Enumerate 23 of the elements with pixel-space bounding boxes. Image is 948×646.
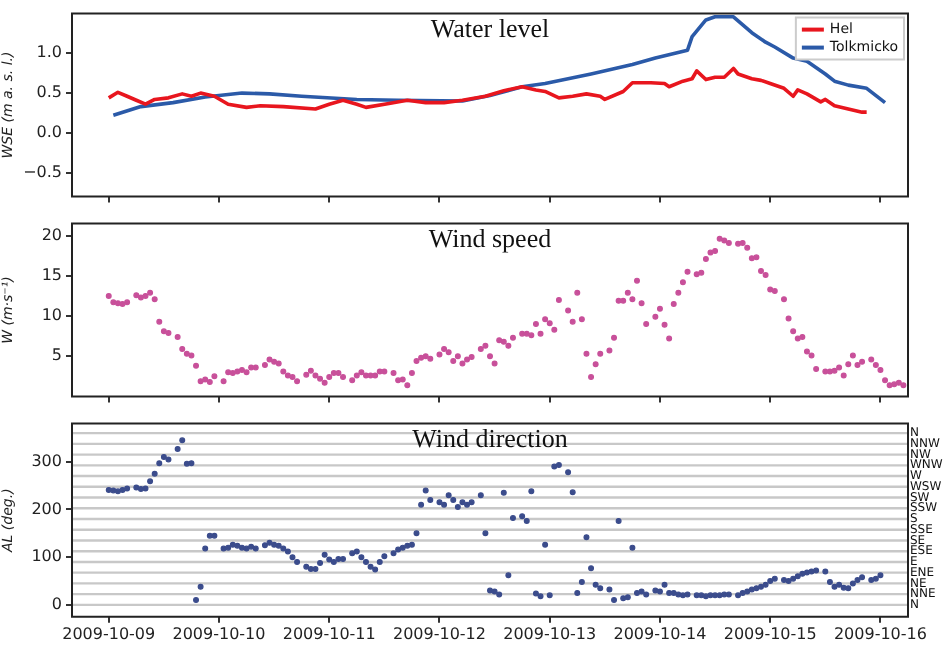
x-tick-label: 2009-10-13 — [503, 624, 597, 643]
y-tick-label: 0.0 — [36, 122, 62, 141]
y-tick-label: 10 — [41, 306, 62, 325]
y-tick-label: 1.0 — [36, 43, 62, 62]
x-tick-label: 2009-10-09 — [62, 624, 156, 643]
y-tick-label: 200 — [31, 499, 62, 518]
y-tick-label: 5 — [51, 346, 62, 365]
x-tick-label: 2009-10-10 — [172, 624, 266, 643]
y-tick-label: 0.5 — [36, 83, 62, 102]
x-tick-label: 2009-10-14 — [613, 624, 707, 643]
chart-title: Wind speed — [428, 223, 553, 254]
x-tick-label: 2009-10-16 — [833, 624, 927, 643]
y-tick-label: 300 — [31, 451, 62, 470]
chart-title: Wind direction — [412, 423, 569, 454]
x-tick-label: 2009-10-12 — [392, 624, 486, 643]
y-tick-label: 100 — [31, 547, 62, 566]
y-tick-label: −0.5 — [23, 162, 62, 181]
y-tick-label: 20 — [41, 225, 62, 244]
y-tick-label: 15 — [41, 266, 62, 284]
x-tick-label: 2009-10-15 — [723, 624, 817, 643]
chart-title: Water level — [430, 13, 550, 44]
x-tick-label: 2009-10-11 — [282, 624, 376, 643]
y-tick-label: 0 — [51, 595, 62, 614]
